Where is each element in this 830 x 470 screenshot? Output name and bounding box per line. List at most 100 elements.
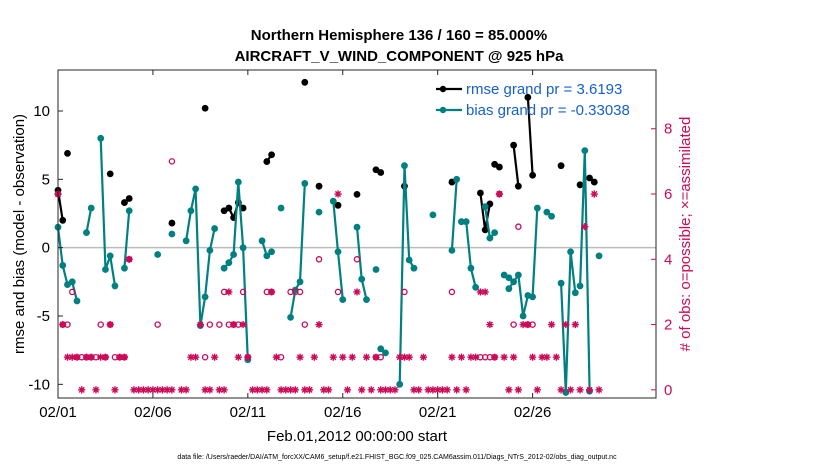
obs-assimilated-marker (263, 386, 271, 394)
rmse-point (268, 151, 275, 159)
bias-point (102, 266, 109, 273)
rmse-point (201, 104, 209, 112)
x-tick-label: 02/06 (134, 404, 172, 421)
obs-assimilated-marker (101, 353, 110, 361)
bias-point (258, 237, 266, 245)
obs-assimilated-marker (68, 353, 76, 361)
obs-assimilated-marker (538, 353, 546, 361)
obs-assimilated-marker (139, 386, 148, 394)
y2-tick-label: 6 (664, 186, 672, 203)
obs-assimilated-marker (348, 353, 356, 361)
obs-assimilated-marker (362, 353, 371, 361)
obs-assimilated-marker (182, 386, 190, 394)
obs-assimilated-marker (510, 353, 518, 361)
obs-assimilated-marker (562, 320, 570, 329)
obs-assimilated-marker (552, 353, 560, 361)
obs-assimilated-marker (467, 353, 475, 361)
bias-point (358, 275, 366, 283)
obs-assimilated-marker (163, 386, 171, 394)
bias-point (268, 248, 275, 256)
obs-assimilated-marker (187, 353, 195, 361)
obs-assimilated-marker (63, 353, 72, 361)
rmse-line (512, 145, 520, 187)
obs-assimilated-marker (192, 353, 200, 361)
obs-assimilated-marker (144, 386, 152, 394)
obs-assimilated-marker (391, 386, 399, 394)
y-tick-label: 5 (42, 171, 50, 188)
bias-point (581, 147, 589, 155)
obs-assimilated-marker (358, 386, 366, 394)
obs-possible-marker (201, 353, 209, 361)
rmse-point (476, 189, 484, 197)
rmse-point (514, 182, 522, 190)
obs-assimilated-marker (443, 386, 451, 394)
bias-line (398, 164, 415, 385)
obs-assimilated-marker (78, 386, 86, 394)
obs-assimilated-marker (324, 386, 333, 394)
obs-assimilated-marker (334, 190, 342, 198)
bias-point (121, 264, 128, 272)
bias-line (531, 207, 539, 297)
bias-point (97, 134, 105, 142)
bias-point (377, 345, 385, 353)
obs-assimilated-marker (97, 353, 105, 361)
y-axis-label: rmse and bias (model - observation) (11, 114, 28, 354)
y-tick-label: 10 (33, 103, 50, 120)
obs-assimilated-marker (377, 386, 385, 394)
rmse-point (301, 78, 309, 86)
bias-point (529, 293, 537, 301)
obs-assimilated-marker (244, 353, 252, 361)
obs-assimilated-marker (585, 386, 594, 394)
rmse-point (590, 178, 598, 186)
bias-point (83, 229, 90, 237)
obs-possible-marker (510, 321, 517, 328)
bias-point (68, 278, 76, 286)
bias-point (472, 283, 480, 291)
bias-point (87, 204, 95, 212)
bias-line (85, 207, 93, 233)
bias-line (123, 210, 131, 269)
bias-point (211, 225, 219, 232)
obs-assimilated-marker (486, 320, 494, 329)
obs-assimilated-marker (457, 353, 466, 361)
legend-bias-label: bias grand pr = -0.33038 (466, 102, 630, 119)
bias-point (467, 264, 475, 272)
obs-assimilated-marker (220, 386, 228, 394)
rmse-point (168, 219, 176, 227)
bias-line (450, 179, 458, 251)
obs-assimilated-marker (301, 386, 309, 394)
obs-assimilated-marker (206, 386, 214, 394)
x-tick-label: 02/26 (514, 404, 552, 421)
legend: rmse grand pr = 3.6193 bias grand pr = -… (436, 81, 630, 119)
obs-assimilated-marker (149, 386, 157, 394)
obs-assimilated-marker (367, 386, 375, 394)
rmse-point (334, 201, 342, 209)
obs-assimilated-marker (239, 320, 247, 329)
obs-assimilated-marker (116, 353, 124, 361)
bias-point (225, 259, 233, 267)
obs-possible-marker (334, 288, 342, 296)
obs-assimilated-marker (225, 288, 233, 296)
bias-point (396, 380, 404, 388)
obs-assimilated-marker (258, 386, 266, 394)
obs-assimilated-marker (291, 386, 299, 394)
bias-point (481, 203, 489, 211)
chart-title: Northern Hemisphere 136 / 160 = 85.000% (251, 27, 547, 44)
obs-assimilated-marker (305, 386, 314, 394)
obs-assimilated-marker (386, 386, 394, 394)
obs-assimilated-marker (514, 386, 522, 394)
obs-assimilated-marker (120, 353, 129, 361)
x-tick-label: 02/16 (324, 404, 362, 421)
obs-assimilated-marker (230, 320, 238, 329)
obs-possible-marker (515, 223, 522, 230)
obs-assimilated-marker (154, 386, 162, 394)
obs-assimilated-marker (429, 386, 437, 394)
bias-point (187, 207, 195, 215)
bias-point (382, 349, 389, 357)
obs-assimilated-marker (543, 353, 551, 361)
obs-assimilated-marker (201, 386, 209, 394)
obs-possible-marker (301, 321, 309, 328)
obs-assimilated-marker (405, 353, 413, 361)
x-tick-label: 02/01 (39, 404, 77, 421)
obs-assimilated-marker (215, 386, 223, 394)
